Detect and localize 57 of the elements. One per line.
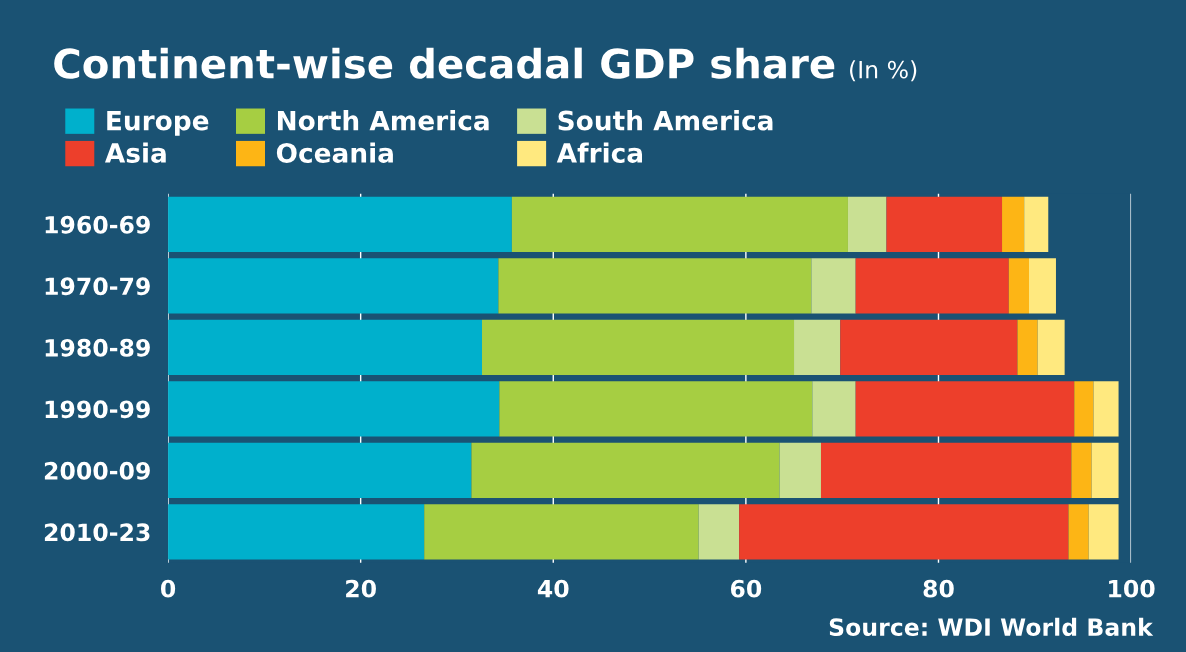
bar (811, 258, 856, 314)
bar (168, 504, 425, 560)
bar (1002, 196, 1025, 253)
bar (812, 381, 856, 437)
bar (855, 381, 1075, 437)
legend-label: North America (277, 110, 489, 131)
chart-title: Continent-wise decadal GDP share (54, 47, 835, 79)
bar (499, 381, 813, 437)
legend-label: Oceania (276, 142, 393, 163)
bar (168, 381, 500, 437)
bar (698, 504, 740, 560)
bar (1071, 442, 1092, 499)
bar (1029, 258, 1056, 314)
bar (168, 258, 499, 314)
y-tick-label: 1990-99 (45, 400, 150, 419)
x-tick-label: 20 (346, 579, 376, 598)
bar (498, 258, 812, 314)
bar (1088, 504, 1119, 560)
legend-label: Africa (556, 142, 643, 163)
x-tick-label: 80 (923, 579, 954, 598)
bar (779, 442, 821, 499)
y-tick-label: 2000-09 (44, 461, 150, 480)
y-tick-label: 1970-79 (45, 277, 150, 296)
bar (424, 504, 699, 560)
bar (1068, 504, 1089, 560)
bar (511, 196, 848, 253)
bar (1093, 381, 1119, 437)
bar (1037, 319, 1065, 376)
legend-label: Europe (107, 110, 209, 136)
y-tick-label: 1980-89 (45, 338, 150, 357)
bar (840, 319, 1018, 376)
bar (794, 319, 841, 376)
bar (168, 319, 482, 376)
chart-subtitle: (In %) (850, 60, 917, 82)
bar (168, 196, 512, 253)
bar (1091, 442, 1119, 499)
bar (855, 258, 1009, 314)
bar (471, 442, 780, 499)
bar (168, 442, 472, 499)
bar (739, 504, 1069, 560)
x-tick-label: 60 (730, 579, 762, 598)
x-tick-label: 100 (1109, 579, 1155, 598)
x-tick-label: 0 (160, 579, 176, 598)
bar (1074, 381, 1094, 437)
bar (482, 319, 795, 376)
y-tick-label: 1960-69 (45, 215, 150, 234)
x-tick-label: 40 (537, 579, 569, 598)
bar (820, 442, 1072, 499)
bar (1024, 196, 1049, 253)
legend-label: South America (558, 110, 773, 131)
bar (847, 196, 887, 253)
bar (886, 196, 1003, 253)
bar (1017, 319, 1038, 376)
y-tick-label: 2010-23 (44, 523, 150, 542)
bar (1008, 258, 1030, 314)
source-note: Source: WDI World Bank (829, 617, 1154, 637)
legend-label: Asia (104, 142, 166, 163)
